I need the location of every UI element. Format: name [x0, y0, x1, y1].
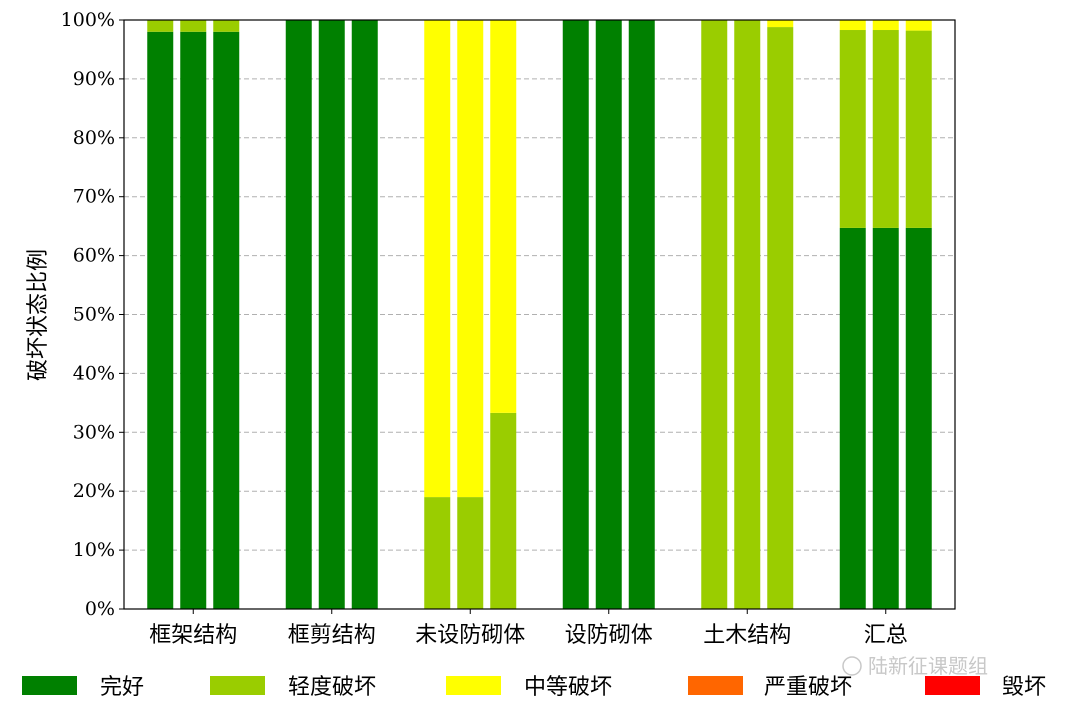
bar-segment	[839, 20, 866, 31]
bar-segment	[628, 20, 655, 609]
bar-segment	[872, 227, 899, 610]
legend-item: 严重破坏	[688, 675, 852, 700]
legend-label: 完好	[100, 675, 144, 700]
x-tick-label: 框剪结构	[288, 623, 376, 648]
bar-segment	[351, 20, 378, 609]
legend-label: 毁坏	[1002, 675, 1046, 700]
x-tick-label: 土木结构	[703, 623, 791, 648]
bar-segment	[905, 227, 932, 610]
bar-segment	[767, 20, 794, 28]
bar-segment	[734, 20, 761, 609]
bar-segment	[701, 20, 728, 609]
bar-segment	[872, 20, 899, 31]
bar-segment	[213, 31, 240, 609]
bar-segment	[213, 20, 240, 32]
legend-label: 中等破坏	[524, 675, 612, 700]
legend-swatch	[22, 676, 77, 695]
y-tick-label: 10%	[73, 539, 115, 561]
bar-segment	[767, 27, 794, 610]
x-tick-label: 框架结构	[149, 623, 237, 648]
bar-segment	[457, 20, 484, 498]
legend-item: 中等破坏	[446, 675, 612, 700]
y-tick-label: 80%	[73, 127, 115, 149]
legend-swatch	[688, 676, 743, 695]
bar-segment	[318, 20, 345, 609]
bar-segment	[180, 31, 207, 609]
y-tick-label: 70%	[73, 186, 115, 208]
y-tick-label: 40%	[73, 362, 115, 384]
bar-segment	[424, 20, 451, 498]
y-grid	[124, 78, 955, 551]
bar-segment	[180, 20, 207, 32]
watermark: 陆新征课题组	[842, 654, 988, 678]
watermark-chat-icon	[842, 656, 862, 676]
bars	[147, 20, 932, 610]
y-tick-label: 50%	[73, 304, 115, 326]
bar-segment	[147, 20, 174, 32]
bar-segment	[147, 31, 174, 609]
x-tick-label: 未设防砌体	[415, 623, 525, 648]
bar-segment	[562, 20, 589, 609]
bar-segment	[490, 412, 517, 609]
bar-segment	[285, 20, 312, 609]
legend-item: 毁坏	[925, 675, 1046, 700]
bar-segment	[457, 497, 484, 609]
legend-label: 轻度破坏	[288, 675, 376, 700]
legend: 完好 轻度破坏 中等破坏 严重破坏 毁坏	[22, 675, 1046, 700]
y-tick-label: 20%	[73, 480, 115, 502]
bar-segment	[905, 30, 932, 228]
y-tick-label: 90%	[73, 68, 115, 90]
legend-item: 完好	[22, 675, 144, 700]
legend-label: 严重破坏	[764, 675, 852, 700]
bar-segment	[839, 227, 866, 610]
bar-segment	[839, 30, 866, 228]
bar-segment	[595, 20, 622, 609]
x-tick-label: 汇总	[864, 623, 908, 648]
y-tick-label: 100%	[61, 9, 115, 31]
y-tick-label: 30%	[73, 421, 115, 443]
bar-segment	[872, 30, 899, 228]
legend-swatch	[925, 676, 980, 695]
watermark-text: 陆新征课题组	[868, 654, 988, 678]
bar-segment	[490, 20, 517, 413]
y-tick-label: 60%	[73, 245, 115, 267]
legend-swatch	[210, 676, 265, 695]
y-axis: 0% 10% 20% 30% 40% 50% 60% 70% 80% 90% 100%	[61, 9, 124, 620]
legend-item: 轻度破坏	[210, 675, 376, 700]
bar-segment	[905, 20, 932, 31]
bar-segment	[424, 497, 451, 609]
x-tick-label: 设防砌体	[565, 623, 653, 648]
y-tick-label: 0%	[85, 598, 115, 620]
x-axis: 框架结构 框剪结构 未设防砌体 设防砌体 土木结构 汇总	[149, 609, 908, 648]
legend-swatch	[446, 676, 501, 695]
y-axis-label: 破坏状态比例	[26, 249, 51, 381]
